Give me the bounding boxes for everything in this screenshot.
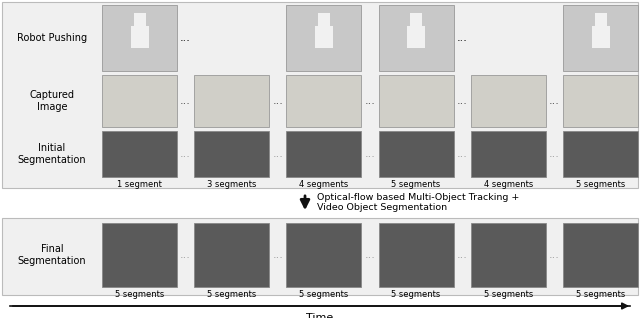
Text: ...: ... [549,96,560,106]
Bar [287,75,362,127]
Bar [102,131,177,177]
Text: ...: ... [457,96,468,106]
Bar [379,223,454,287]
Bar [2,2,638,188]
Text: ...: ... [457,33,468,43]
Text: ...: ... [180,33,191,43]
Bar [471,223,546,287]
Text: 5 segments: 5 segments [115,290,164,299]
Text: ...: ... [457,33,468,43]
Bar [102,5,177,71]
Text: 5 segments: 5 segments [392,180,441,189]
Text: ...: ... [457,250,468,260]
Text: 5 segments: 5 segments [576,180,625,189]
Text: ...: ... [180,96,191,106]
Bar [287,5,362,71]
Text: ...: ... [365,149,376,159]
Text: 4 segments: 4 segments [484,180,533,189]
Text: ...: ... [365,250,376,260]
Bar [563,223,638,287]
Bar [591,26,609,48]
Text: ...: ... [549,149,560,159]
Text: ...: ... [273,250,284,260]
Text: ...: ... [273,149,284,159]
Bar [2,218,638,295]
Text: Final
Segmentation: Final Segmentation [18,244,86,266]
Text: 5 segments: 5 segments [207,290,257,299]
Text: Initial
Segmentation: Initial Segmentation [18,143,86,165]
Text: 1 segment: 1 segment [117,180,162,189]
Text: 5 segments: 5 segments [484,290,533,299]
Bar [563,131,638,177]
Bar [102,75,177,127]
Bar [379,5,454,71]
Text: Video Object Segmentation: Video Object Segmentation [317,204,447,212]
Bar [194,223,269,287]
Text: 3 segments: 3 segments [207,180,257,189]
Bar [194,131,269,177]
Text: Captured
Image: Captured Image [29,90,74,112]
Text: Robot Pushing: Robot Pushing [17,33,87,43]
Bar [287,131,362,177]
Text: ...: ... [549,250,560,260]
Bar [315,26,333,48]
Bar [471,75,546,127]
Text: 5 segments: 5 segments [300,290,349,299]
Text: Time: Time [307,313,333,318]
Bar [563,5,638,71]
Text: ...: ... [180,250,191,260]
Bar [595,13,607,26]
Bar [102,223,177,287]
Text: ...: ... [180,33,191,43]
Bar [407,26,425,48]
Bar [410,13,422,26]
Bar [134,13,145,26]
Text: 5 segments: 5 segments [392,290,441,299]
Bar [194,75,269,127]
Text: 5 segments: 5 segments [576,290,625,299]
Bar [379,75,454,127]
Text: ...: ... [180,149,191,159]
Bar [471,131,546,177]
Bar [563,75,638,127]
Bar [379,131,454,177]
Text: ...: ... [457,149,468,159]
Bar [287,223,362,287]
Text: ...: ... [365,96,376,106]
Text: Optical-flow based Multi-Object Tracking +: Optical-flow based Multi-Object Tracking… [317,193,520,203]
Text: 4 segments: 4 segments [300,180,349,189]
Text: ...: ... [273,96,284,106]
Bar [131,26,148,48]
Bar [318,13,330,26]
